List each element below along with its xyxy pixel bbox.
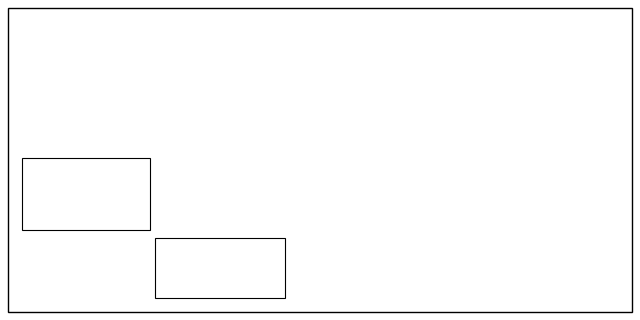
Text: 86538: 86538 (314, 170, 341, 179)
Text: 86542B: 86542B (202, 285, 234, 294)
Circle shape (272, 112, 284, 124)
Circle shape (504, 204, 516, 216)
Text: 86655B: 86655B (305, 192, 337, 201)
Text: 86526: 86526 (192, 130, 219, 139)
Circle shape (328, 38, 336, 46)
Text: FRONT: FRONT (393, 265, 422, 275)
Circle shape (293, 51, 307, 65)
Circle shape (301, 56, 319, 74)
Text: 86548*B: 86548*B (192, 143, 230, 152)
Text: 86538: 86538 (510, 215, 537, 224)
Bar (22, 158, 150, 230)
Text: 86526E: 86526E (355, 44, 387, 53)
Circle shape (306, 61, 314, 69)
Bar (155, 238, 285, 298)
Text: 86579*A: 86579*A (188, 252, 226, 261)
Text: M900013: M900013 (206, 158, 244, 167)
Text: 86521: 86521 (360, 83, 387, 92)
Circle shape (323, 58, 328, 62)
Circle shape (293, 153, 297, 157)
Circle shape (330, 26, 334, 30)
Text: 86579*B: 86579*B (50, 178, 88, 187)
Text: 86548A*A: 86548A*A (180, 266, 223, 275)
Polygon shape (255, 45, 330, 72)
Circle shape (508, 208, 512, 212)
Circle shape (413, 117, 423, 127)
Circle shape (327, 23, 337, 33)
Text: 86542C: 86542C (55, 218, 87, 227)
Circle shape (252, 52, 268, 68)
Text: 86258A: 86258A (308, 130, 340, 139)
Circle shape (274, 148, 278, 152)
Circle shape (148, 184, 156, 192)
Text: N600018: N600018 (314, 158, 351, 167)
Circle shape (416, 120, 420, 124)
Text: N600018: N600018 (490, 172, 527, 181)
Circle shape (268, 129, 276, 137)
Circle shape (413, 106, 417, 110)
Circle shape (271, 145, 281, 155)
Circle shape (488, 163, 492, 167)
Circle shape (290, 163, 300, 173)
Text: 86548C: 86548C (345, 28, 377, 37)
Circle shape (484, 159, 496, 171)
Circle shape (289, 149, 301, 161)
Text: 86511: 86511 (198, 65, 225, 74)
Text: A870001216: A870001216 (578, 303, 628, 312)
Text: 86532B: 86532B (270, 208, 302, 217)
Circle shape (297, 55, 303, 61)
Circle shape (320, 54, 332, 66)
Text: 86548*A: 86548*A (432, 110, 470, 119)
Text: M900013: M900013 (432, 123, 470, 132)
Circle shape (275, 116, 280, 121)
Text: 86532A: 86532A (420, 222, 452, 231)
Circle shape (340, 70, 356, 86)
Circle shape (300, 123, 310, 133)
Circle shape (410, 103, 420, 113)
Polygon shape (292, 55, 330, 76)
Text: 86548A*B: 86548A*B (42, 200, 85, 209)
Circle shape (256, 56, 264, 64)
Circle shape (344, 74, 352, 82)
